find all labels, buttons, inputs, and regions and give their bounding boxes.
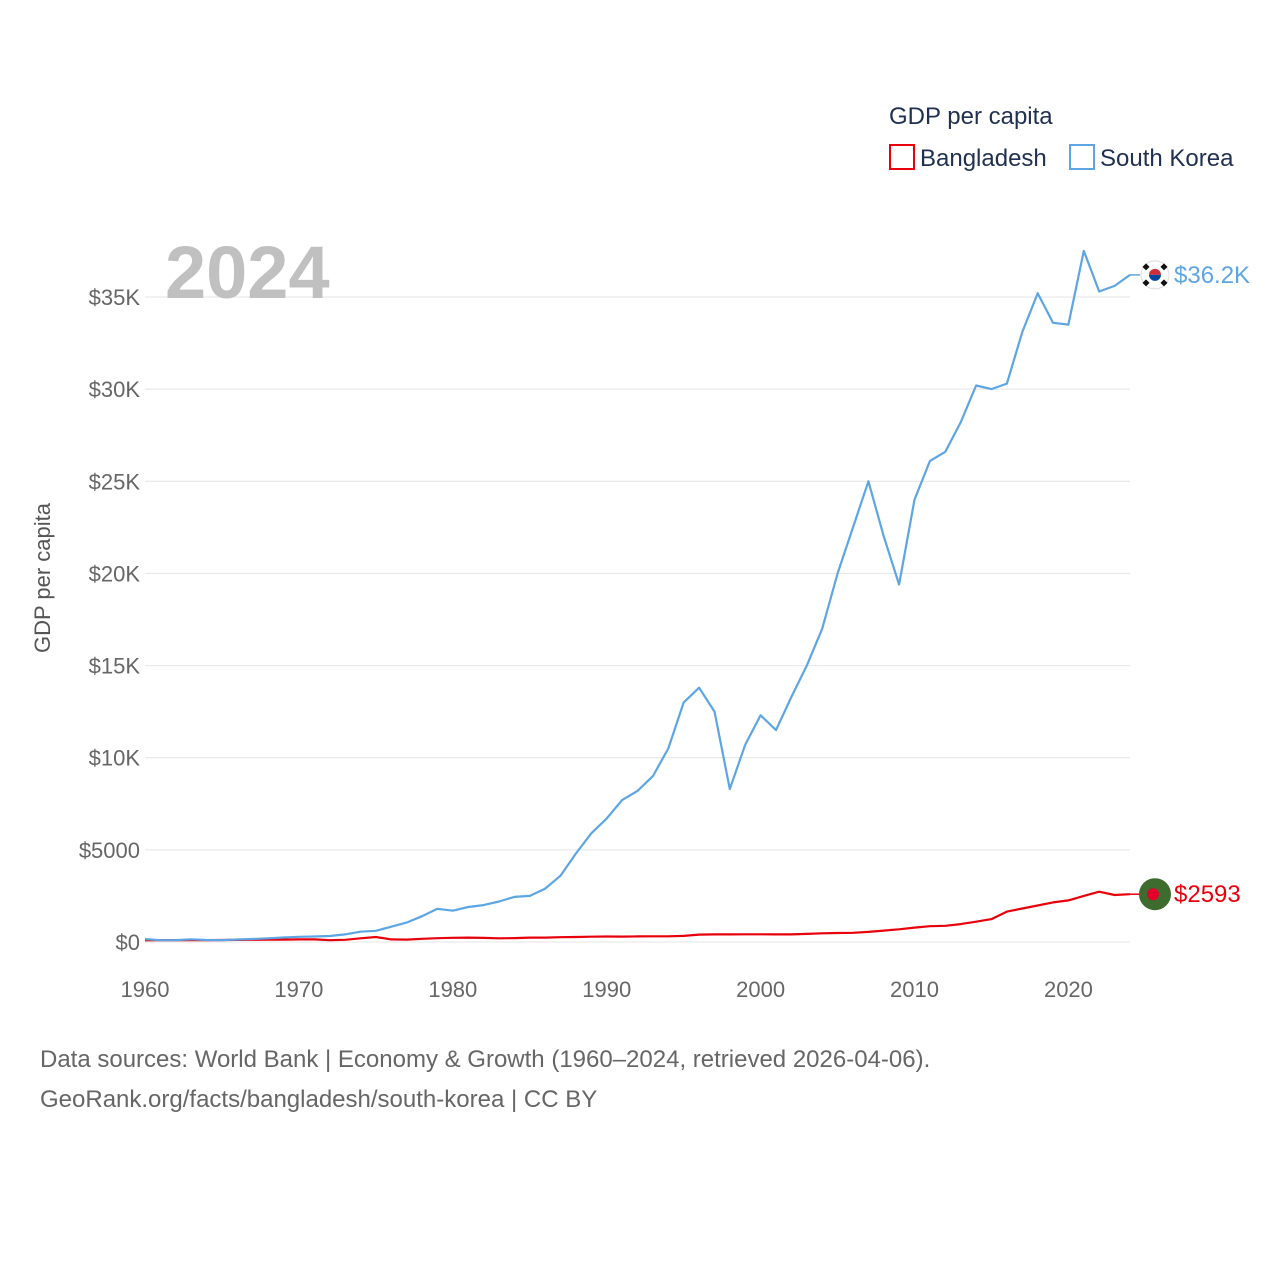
series-line-bangladesh[interactable] [144, 890, 1131, 942]
x-tick-label: 1980 [428, 977, 477, 1002]
x-axis-ticks: 1960 1970 1980 1990 2000 2010 2020 [121, 977, 1093, 1002]
footer: Data sources: World Bank | Economy & Gro… [40, 1040, 930, 1120]
x-tick-label: 1970 [274, 977, 323, 1002]
end-markers: $2593 $36.2K [1130, 260, 1250, 911]
y-tick-label: $15K [89, 654, 141, 679]
legend-label-south-korea[interactable]: South Korea [1100, 145, 1234, 172]
legend-title: GDP per capita [889, 103, 1053, 130]
y-tick-label: $5000 [79, 838, 140, 863]
legend-swatch-bangladesh[interactable] [889, 144, 915, 170]
data-sources-line: Data sources: World Bank | Economy & Gro… [40, 1046, 931, 1073]
y-tick-label: $0 [116, 930, 140, 955]
x-tick-label: 2000 [736, 977, 785, 1002]
y-tick-label: $25K [89, 469, 141, 494]
bangladesh-flag-icon [1139, 878, 1171, 911]
x-tick-label: 2010 [890, 977, 939, 1002]
x-tick-label: 2020 [1044, 977, 1093, 1002]
y-axis-ticks: $0 $5000 $10K $15K $20K $25K $30K $35K [79, 285, 141, 955]
end-label-bangladesh: $2593 [1174, 881, 1241, 908]
source-url-line: GeoRank.org/facts/bangladesh/south-korea… [40, 1086, 598, 1113]
legend-label-bangladesh[interactable]: Bangladesh [920, 145, 1047, 172]
y-tick-label: $30K [89, 377, 141, 402]
x-tick-label: 1960 [121, 977, 170, 1002]
legend: GDP per capita Bangladesh South Korea [889, 103, 1234, 172]
south-korea-flag-icon [1140, 260, 1170, 290]
year-label: 2024 [165, 231, 330, 314]
y-tick-label: $10K [89, 746, 141, 771]
end-label-south-korea: $36.2K [1174, 262, 1250, 289]
y-tick-label: $20K [89, 561, 141, 586]
series-lines [144, 249, 1131, 942]
y-tick-label: $35K [89, 285, 141, 310]
series-line-south-korea[interactable] [144, 249, 1131, 942]
legend-swatch-south-korea[interactable] [1069, 144, 1095, 170]
y-axis-title: GDP per capita [30, 502, 55, 653]
x-tick-label: 1990 [582, 977, 631, 1002]
gridlines [145, 296, 1130, 943]
